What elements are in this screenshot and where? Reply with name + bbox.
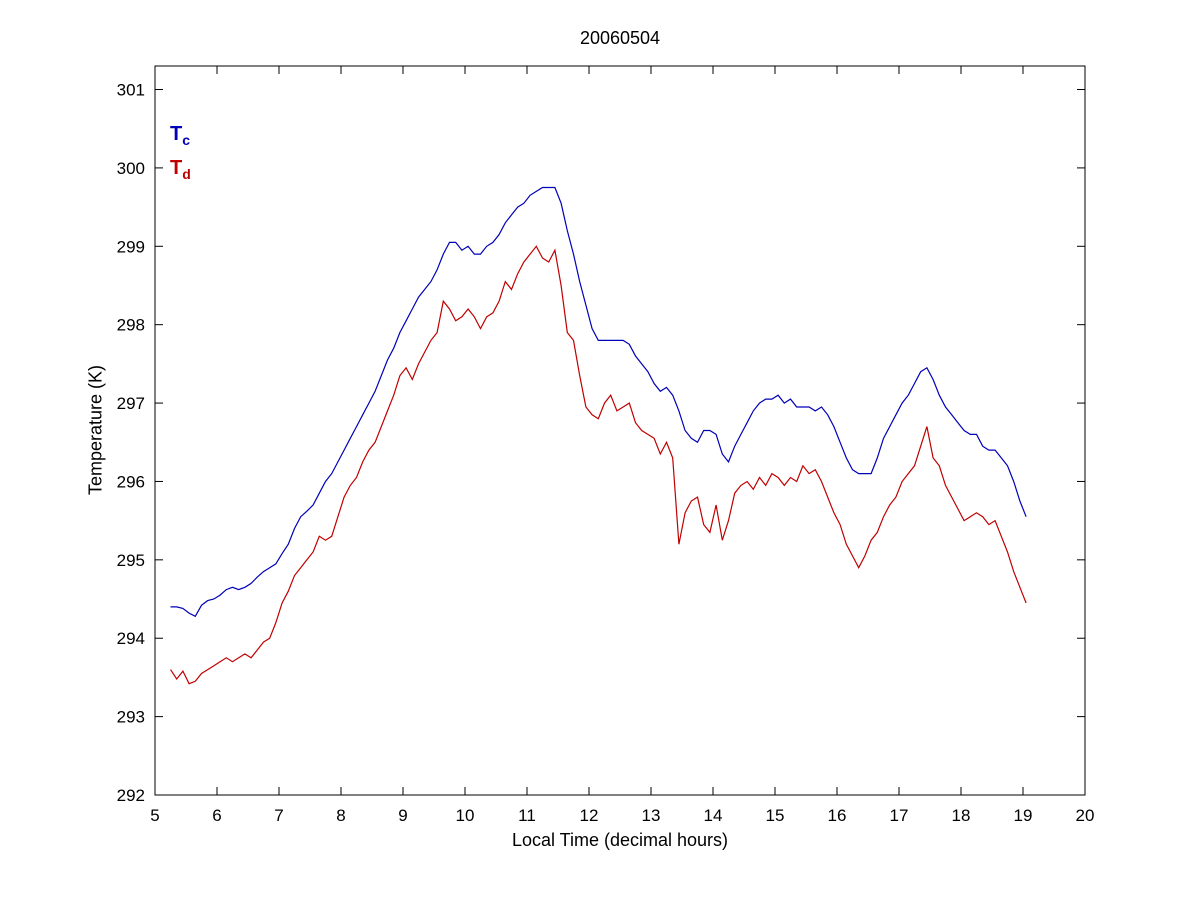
axes-box [154, 65, 1086, 796]
x-tick-label: 17 [890, 806, 909, 825]
x-tick-label: 18 [952, 806, 971, 825]
x-tick-label: 12 [580, 806, 599, 825]
legend-td-main: T [170, 157, 183, 179]
y-tick-label: 297 [117, 394, 145, 413]
y-tick-label: 301 [117, 81, 145, 100]
legend-tc-sub: c [182, 132, 191, 148]
legend-entry-td: Td [170, 158, 191, 181]
y-tick-label: 299 [117, 237, 145, 256]
x-tick-label: 11 [518, 806, 536, 825]
x-tick-label: 7 [274, 806, 283, 825]
chart-title: 20060504 [579, 28, 661, 48]
y-tick-label: 300 [117, 159, 145, 178]
x-tick-label: 5 [150, 806, 159, 825]
legend-td-sub: d [182, 166, 191, 182]
x-tick-label: 8 [336, 806, 345, 825]
x-tick-label: 14 [704, 806, 723, 825]
y-tick-label: 295 [117, 551, 145, 570]
legend-tc-main: T [170, 123, 183, 145]
y-tick-label: 293 [117, 708, 145, 727]
y-tick-label: 294 [117, 629, 145, 648]
x-tick-label: 20 [1076, 806, 1095, 825]
x-tick-label: 13 [642, 806, 661, 825]
x-tick-label: 15 [766, 806, 785, 825]
y-tick-label: 292 [117, 786, 145, 805]
series-td-line [169, 245, 1027, 685]
y-tick-label: 298 [117, 316, 145, 335]
legend-entry-tc: Tc [170, 124, 190, 147]
x-tick-label: 6 [212, 806, 221, 825]
x-tick-label: 19 [1014, 806, 1033, 825]
y-tick-label: 296 [117, 472, 145, 491]
x-tick-label: 16 [828, 806, 847, 825]
x-tick-label: 10 [456, 806, 475, 825]
x-axis-label: Local Time (decimal hours) [511, 830, 729, 850]
series-tc-line [170, 186, 1027, 618]
x-tick-label: 9 [398, 806, 407, 825]
